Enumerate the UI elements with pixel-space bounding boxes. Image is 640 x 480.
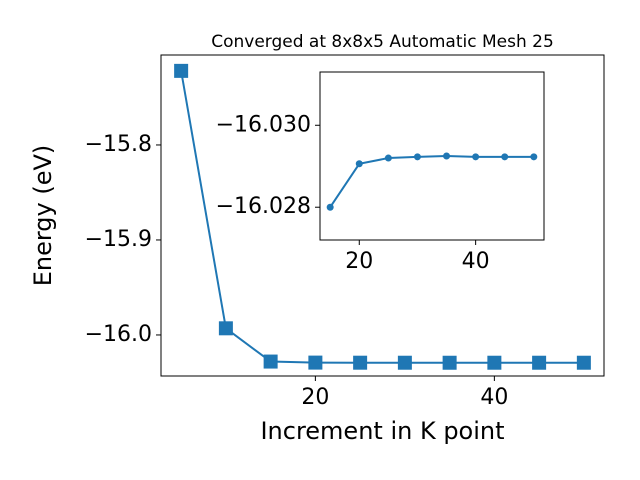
x-tick-label: 40 <box>462 249 490 274</box>
y-tick-label: −15.9 <box>85 227 152 252</box>
marker <box>308 355 323 370</box>
x-tick-label: 20 <box>301 385 329 410</box>
y-tick-label: −16.0 <box>85 322 152 347</box>
marker <box>442 355 457 370</box>
marker <box>501 153 509 161</box>
line <box>180 70 584 364</box>
marker <box>218 321 233 336</box>
marker <box>263 354 278 369</box>
marker <box>353 355 368 370</box>
marker <box>413 153 421 161</box>
marker <box>530 153 538 161</box>
marker <box>174 63 189 78</box>
x-tick-label: 20 <box>345 249 373 274</box>
marker <box>487 355 502 370</box>
y-tick-label: −15.8 <box>85 132 152 157</box>
y-tick-label: −16.028 <box>216 194 311 219</box>
marker <box>355 160 363 168</box>
marker <box>532 355 547 370</box>
y-axis-label: Energy (eV) <box>29 145 57 287</box>
marker <box>472 153 480 161</box>
line <box>329 154 534 208</box>
x-tick-label: 40 <box>480 385 508 410</box>
marker <box>397 355 412 370</box>
x-axis-label: Increment in K point <box>260 417 504 445</box>
marker <box>326 203 334 211</box>
chart-title: Converged at 8x8x5 Automatic Mesh 25 <box>211 32 554 52</box>
marker <box>384 154 392 162</box>
y-tick-label: −16.030 <box>216 112 311 137</box>
marker <box>443 152 451 160</box>
marker <box>576 355 591 370</box>
